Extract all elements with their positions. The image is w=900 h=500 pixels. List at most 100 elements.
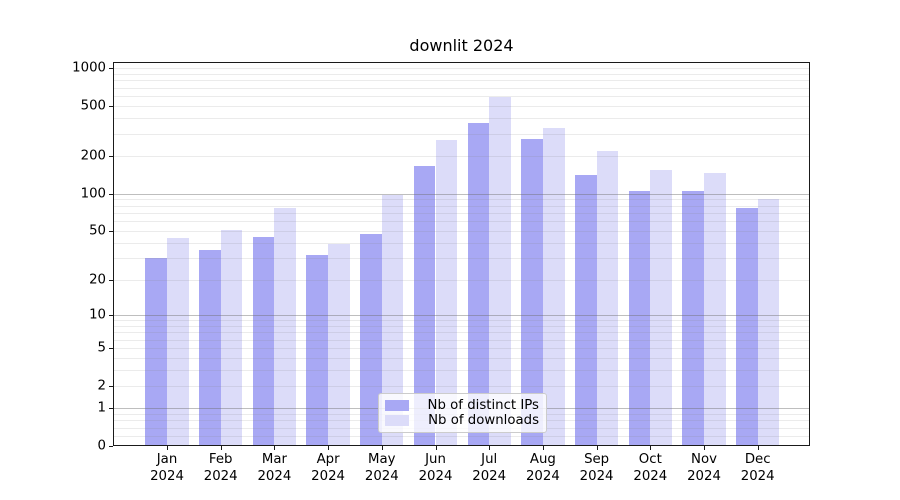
- y-tick-mark: [109, 408, 113, 410]
- y-tick-mark: [109, 348, 113, 350]
- x-tick-mark: [328, 446, 330, 450]
- x-tick-mark: [650, 446, 652, 450]
- minor-gridline: [113, 436, 810, 438]
- x-tick-label-dec: Dec 2024: [740, 452, 775, 484]
- minor-gridline: [113, 332, 810, 334]
- x-tick-label-apr: Apr 2024: [311, 452, 346, 484]
- minor-gridline: [113, 279, 810, 281]
- x-tick-mark: [489, 446, 491, 450]
- y-tick-label: 100: [80, 186, 106, 202]
- x-tick-label-jul: Jul 2024: [472, 452, 507, 484]
- bar-downloads-jun: [435, 139, 458, 446]
- minor-gridline: [113, 133, 810, 135]
- y-tick-label: 0: [97, 438, 106, 454]
- minor-gridline: [113, 118, 810, 120]
- x-tick-mark: [167, 446, 168, 450]
- major-gridline: [113, 314, 810, 316]
- legend: Nb of distinct IPs Nb of downloads: [378, 393, 547, 433]
- y-tick-mark: [109, 446, 113, 447]
- x-tick-label-jun: Jun 2024: [418, 452, 453, 484]
- y-tick-mark: [109, 279, 113, 281]
- minor-gridline: [113, 258, 810, 260]
- distinct-ips-swatch-icon: [385, 400, 409, 411]
- bar-ips-may: [360, 234, 382, 446]
- bar-ips-sep: [574, 175, 597, 446]
- x-tick-mark: [220, 446, 222, 450]
- minor-gridline: [113, 87, 810, 89]
- x-tick-label-jan: Jan 2024: [150, 452, 184, 484]
- x-tick-mark: [381, 446, 383, 450]
- y-tick-label: 5: [97, 340, 106, 356]
- y-tick-label: 20: [89, 272, 106, 287]
- x-tick-label-mar: Mar 2024: [257, 452, 292, 484]
- minor-gridline: [113, 68, 810, 70]
- bar-downloads-oct: [650, 169, 672, 446]
- y-tick-label: 1000: [72, 60, 106, 76]
- x-tick-label-nov: Nov 2024: [687, 452, 721, 484]
- legend-label: Nb of distinct IPs: [427, 398, 539, 413]
- y-tick-mark: [109, 230, 113, 232]
- minor-gridline: [113, 73, 810, 75]
- bar-downloads-nov: [704, 173, 726, 446]
- downloads-swatch-icon: [385, 415, 409, 426]
- plot-area: [113, 62, 810, 446]
- y-tick-mark: [109, 106, 113, 108]
- y-tick-label: 1: [97, 400, 106, 416]
- y-tick-mark: [109, 314, 113, 316]
- bar-downloads-feb: [220, 229, 243, 446]
- bar-downloads-jan: [167, 237, 189, 446]
- bar-ips-aug: [521, 138, 543, 446]
- y-tick-mark: [109, 68, 113, 70]
- minor-gridline: [113, 370, 810, 372]
- legend-label: Nb of downloads: [428, 413, 539, 428]
- bar-ips-mar: [252, 236, 275, 446]
- x-tick-mark: [542, 446, 544, 450]
- bar-downloads-apr: [328, 244, 350, 446]
- legend-item-downloads: Nb of downloads: [385, 413, 539, 428]
- y-tick-mark: [109, 385, 113, 387]
- x-tick-mark: [704, 446, 705, 450]
- minor-gridline: [113, 230, 810, 232]
- bar-ips-jan: [145, 258, 167, 446]
- y-tick-mark: [109, 155, 113, 157]
- bar-ips-feb: [199, 250, 221, 446]
- y-tick-label: 50: [89, 223, 106, 239]
- x-tick-label-aug: Aug 2024: [525, 452, 560, 484]
- bar-ips-jul: [467, 123, 490, 446]
- bar-downloads-may: [381, 194, 404, 446]
- bar-ips-apr: [306, 254, 329, 446]
- legend-item-distinct-ips: Nb of distinct IPs: [385, 398, 539, 413]
- minor-gridline: [113, 106, 810, 108]
- y-tick-label: 500: [80, 98, 106, 114]
- bar-ips-jun: [413, 166, 436, 446]
- bar-downloads-aug: [542, 127, 565, 446]
- minor-gridline: [113, 96, 810, 98]
- x-tick-mark: [757, 446, 759, 450]
- bar-downloads-dec: [757, 199, 780, 446]
- minor-gridline: [113, 155, 810, 157]
- chart-title: downlit 2024: [409, 36, 514, 55]
- y-tick-mark: [109, 193, 113, 195]
- minor-gridline: [113, 339, 810, 341]
- y-tick-label: 2: [97, 378, 106, 394]
- bar-downloads-sep: [596, 151, 619, 446]
- x-tick-mark: [274, 446, 276, 450]
- minor-gridline: [113, 325, 810, 327]
- minor-gridline: [113, 80, 810, 82]
- minor-gridline: [113, 205, 810, 207]
- x-tick-label-feb: Feb 2024: [203, 452, 238, 484]
- minor-gridline: [113, 357, 810, 359]
- bar-downloads-mar: [274, 208, 297, 446]
- x-tick-label-may: May 2024: [364, 452, 399, 484]
- bar-ips-oct: [628, 190, 651, 446]
- x-tick-mark: [596, 446, 598, 450]
- bar-ips-nov: [682, 190, 704, 446]
- minor-gridline: [113, 348, 810, 350]
- bar-ips-dec: [736, 207, 758, 446]
- x-tick-label-sep: Sep 2024: [579, 452, 614, 484]
- major-gridline: [113, 193, 810, 195]
- y-tick-label: 200: [80, 148, 106, 164]
- x-tick-label-oct: Oct 2024: [633, 452, 668, 484]
- x-tick-mark: [435, 446, 437, 450]
